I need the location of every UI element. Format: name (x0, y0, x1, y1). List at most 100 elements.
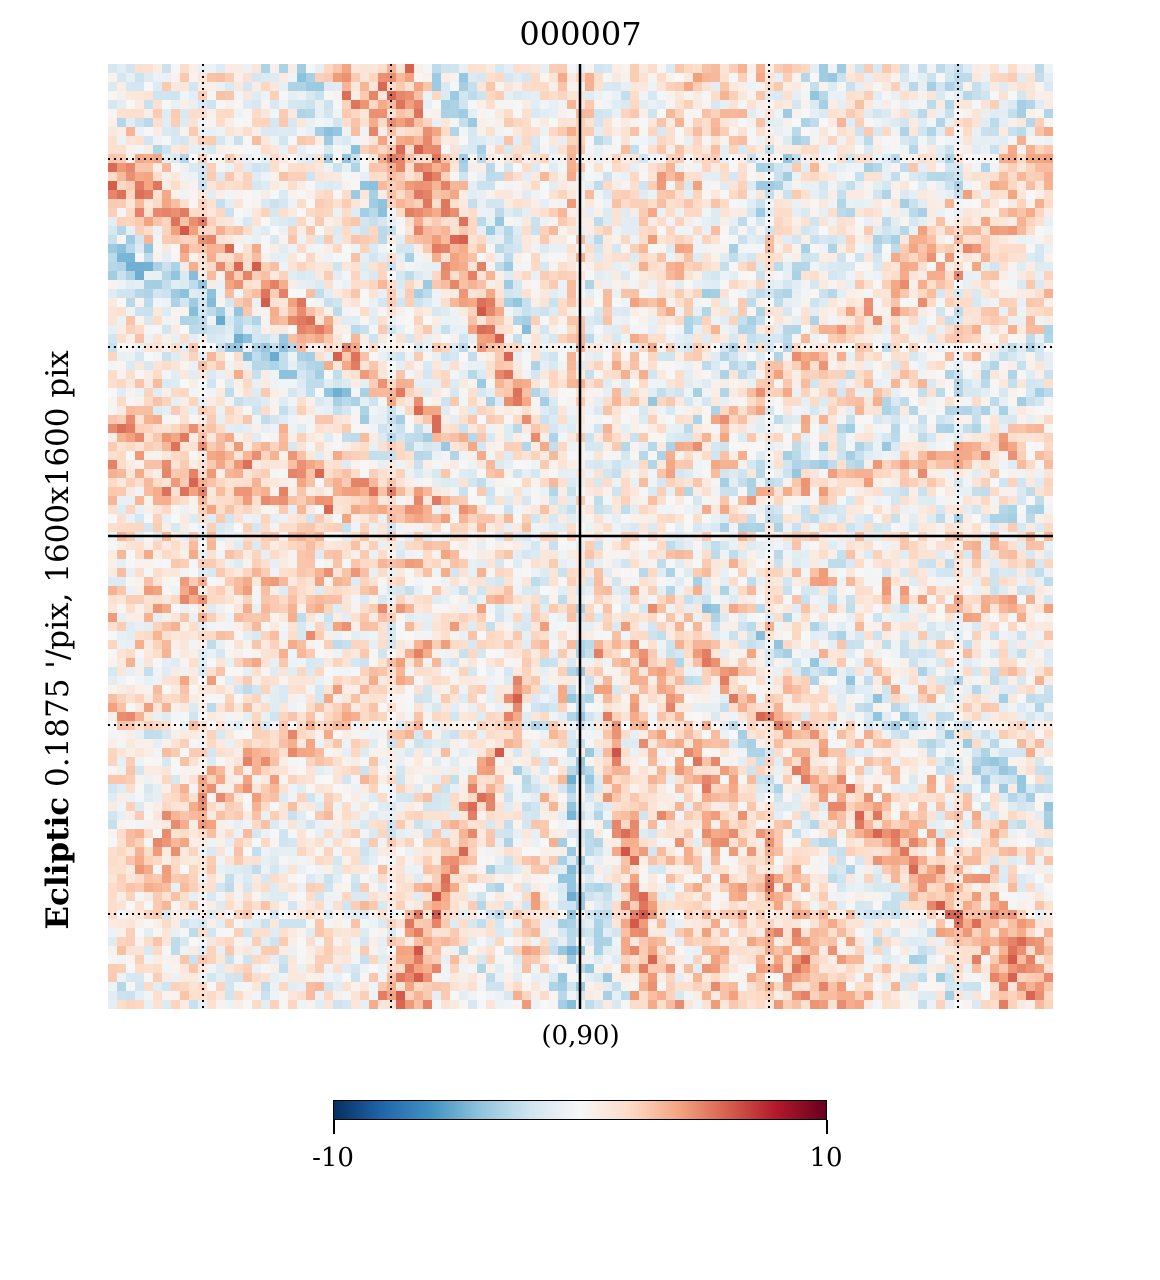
heatmap-cell (594, 91, 603, 100)
heatmap-cell (153, 190, 162, 199)
heatmap-cell (288, 424, 297, 433)
heatmap-cell (378, 451, 387, 460)
heatmap-cell (180, 478, 189, 487)
heatmap-cell (1035, 397, 1044, 406)
heatmap-cell (990, 73, 999, 82)
heatmap-cell (405, 181, 414, 190)
heatmap-cell (837, 244, 846, 253)
heatmap-cell (432, 190, 441, 199)
heatmap-cell (666, 172, 675, 181)
heatmap-cell (1035, 190, 1044, 199)
heatmap-cell (243, 307, 252, 316)
heatmap-cell (837, 163, 846, 172)
heatmap-cell (486, 370, 495, 379)
heatmap-cell (738, 307, 747, 316)
heatmap-cell (855, 334, 864, 343)
heatmap-cell (954, 370, 963, 379)
heatmap-cell (999, 64, 1008, 73)
heatmap-cell (504, 208, 513, 217)
heatmap-cell (405, 262, 414, 271)
heatmap-cell (171, 127, 180, 136)
heatmap-cell (342, 370, 351, 379)
heatmap-cell (441, 127, 450, 136)
heatmap-cell (1017, 289, 1026, 298)
heatmap-cell (225, 469, 234, 478)
heatmap-cell (621, 424, 630, 433)
heatmap-cell (711, 235, 720, 244)
heatmap-cell (441, 244, 450, 253)
heatmap-cell (378, 478, 387, 487)
heatmap-cell (252, 433, 261, 442)
heatmap-cell (306, 145, 315, 154)
heatmap-cell (324, 451, 333, 460)
heatmap-cell (603, 226, 612, 235)
heatmap-cell (954, 208, 963, 217)
heatmap-cell (1035, 244, 1044, 253)
heatmap-cell (873, 370, 882, 379)
heatmap-cell (720, 316, 729, 325)
heatmap-cell (891, 280, 900, 289)
heatmap-cell (108, 451, 117, 460)
heatmap-cell (531, 460, 540, 469)
heatmap-cell (819, 82, 828, 91)
heatmap-cell (135, 433, 144, 442)
heatmap-cell (288, 199, 297, 208)
heatmap-cell (900, 244, 909, 253)
heatmap-cell (126, 442, 135, 451)
heatmap-cell (846, 370, 855, 379)
heatmap-cell (864, 298, 873, 307)
heatmap-cell (315, 109, 324, 118)
heatmap-cell (792, 136, 801, 145)
heatmap-cell (675, 478, 684, 487)
heatmap-cell (477, 235, 486, 244)
heatmap-cell (234, 100, 243, 109)
heatmap-cell (972, 91, 981, 100)
heatmap-cell (144, 163, 153, 172)
heatmap-cell (882, 109, 891, 118)
heatmap-cell (468, 244, 477, 253)
heatmap-cell (486, 451, 495, 460)
heatmap-cell (279, 370, 288, 379)
heatmap-cell (729, 136, 738, 145)
heatmap-cell (729, 442, 738, 451)
heatmap-cell (495, 253, 504, 262)
heatmap-cell (441, 271, 450, 280)
heatmap-cell (999, 271, 1008, 280)
heatmap-cell (594, 289, 603, 298)
heatmap-cell (252, 109, 261, 118)
heatmap-cell (198, 244, 207, 253)
heatmap-cell (756, 442, 765, 451)
heatmap-cell (864, 316, 873, 325)
heatmap-cell (162, 478, 171, 487)
heatmap-cell (648, 262, 657, 271)
heatmap-cell (972, 325, 981, 334)
heatmap-cell (684, 91, 693, 100)
heatmap-cell (162, 388, 171, 397)
heatmap-cell (639, 424, 648, 433)
heatmap-cell (225, 100, 234, 109)
heatmap-cell (477, 226, 486, 235)
heatmap-cell (351, 136, 360, 145)
heatmap-cell (666, 469, 675, 478)
heatmap-cell (126, 307, 135, 316)
heatmap-cell (918, 145, 927, 154)
heatmap-cell (360, 262, 369, 271)
heatmap-cell (225, 127, 234, 136)
heatmap-svg (108, 64, 1053, 1009)
heatmap-cell (648, 118, 657, 127)
heatmap-cell (1008, 163, 1017, 172)
heatmap-cell (711, 361, 720, 370)
heatmap-cell (189, 100, 198, 109)
heatmap-cell (846, 388, 855, 397)
heatmap-cell (819, 109, 828, 118)
heatmap-cell (549, 361, 558, 370)
heatmap-cell (432, 334, 441, 343)
heatmap-cell (117, 253, 126, 262)
heatmap-cell (297, 271, 306, 280)
heatmap-cell (945, 262, 954, 271)
heatmap-cell (936, 154, 945, 163)
heatmap-cell (504, 298, 513, 307)
heatmap-cell (180, 397, 189, 406)
heatmap-cell (990, 388, 999, 397)
heatmap-cell (468, 487, 477, 496)
